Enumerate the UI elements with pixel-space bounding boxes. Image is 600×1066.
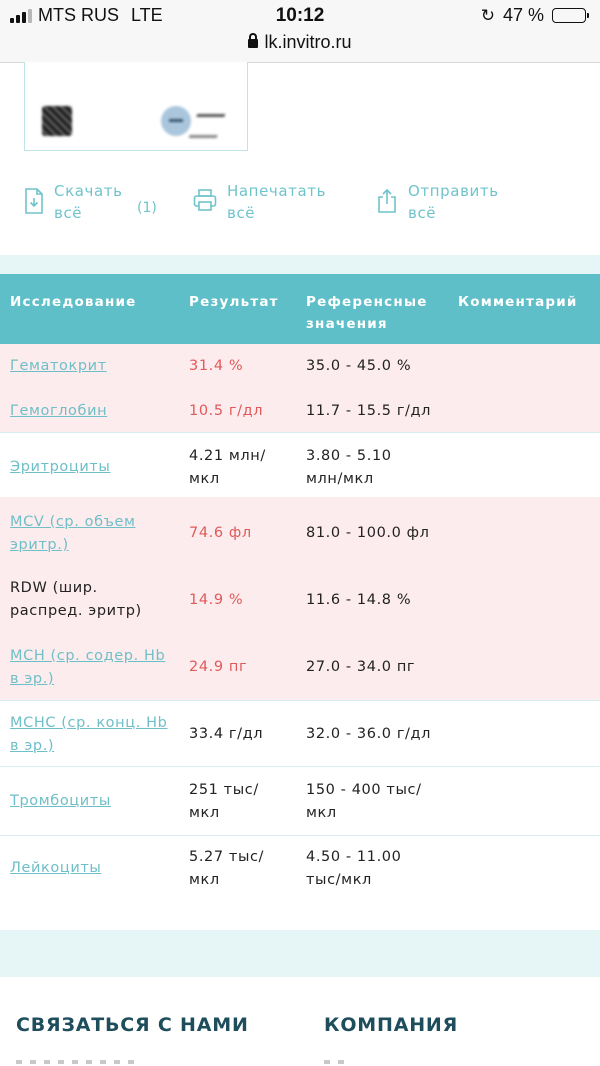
result-value: 31.4 % bbox=[189, 358, 244, 374]
download-file-icon bbox=[25, 188, 43, 214]
header-reference: Референсные значения bbox=[306, 294, 428, 332]
footer-company-heading: КОМПАНИЯ bbox=[324, 1014, 459, 1036]
study-link[interactable]: Эритроциты bbox=[10, 459, 111, 475]
download-count: (1) bbox=[137, 200, 157, 216]
network-type: LTE bbox=[131, 5, 163, 25]
reference-value: 4.50 - 11.00 тыс/мкл bbox=[306, 849, 402, 888]
print-all-button[interactable]: Напечатать всё bbox=[193, 180, 337, 224]
reference-value: 11.6 - 14.8 % bbox=[306, 592, 412, 608]
share-icon bbox=[378, 188, 396, 213]
table-row: MCH (ср. содер. Hb в эр.) 24.9 пг 27.0 -… bbox=[0, 632, 600, 701]
study-link[interactable]: MCV (ср. объем эритр.) bbox=[10, 514, 136, 553]
download-all-button[interactable]: Скачать всё bbox=[24, 180, 134, 224]
header-study: Исследование bbox=[10, 294, 137, 310]
results-table-header: Исследование Результат Референсные значе… bbox=[0, 274, 600, 344]
reference-value: 27.0 - 34.0 пг bbox=[306, 659, 416, 675]
result-value: 33.4 г/дл bbox=[189, 726, 264, 742]
study-link[interactable]: Лейкоциты bbox=[10, 860, 102, 876]
rotation-lock-icon: ↻ bbox=[480, 5, 495, 25]
section-divider bbox=[0, 255, 600, 274]
table-row: MCV (ср. объем эритр.) 74.6 фл 81.0 - 10… bbox=[0, 497, 600, 567]
table-row: Гематокрит 31.4 % 35.0 - 45.0 % bbox=[0, 344, 600, 390]
carrier-info: MTS RUS LTE bbox=[10, 5, 163, 26]
send-all-button[interactable]: Отправить всё bbox=[376, 180, 518, 224]
reference-value: 32.0 - 36.0 г/дл bbox=[306, 726, 432, 742]
qr-code-icon bbox=[42, 106, 72, 136]
reference-value: 11.7 - 15.5 г/дл bbox=[306, 403, 432, 419]
reference-value: 81.0 - 100.0 фл bbox=[306, 525, 430, 541]
download-all-label: Скачать всё bbox=[54, 182, 123, 222]
signal-icon bbox=[10, 8, 32, 23]
header-comment: Комментарий bbox=[458, 294, 578, 310]
result-actions: Скачать всё (1) Напечатать всё Отправить… bbox=[0, 180, 600, 236]
table-row: Тромбоциты 251 тыс/ мкл 150 - 400 тыс/ м… bbox=[0, 766, 600, 836]
footer-band bbox=[0, 930, 600, 977]
table-row: Эритроциты 4.21 млн/ мкл 3.80 - 5.10 млн… bbox=[0, 432, 600, 498]
footer-company-link[interactable] bbox=[324, 1060, 344, 1064]
status-right: ↻ 47 % bbox=[480, 5, 589, 26]
result-value: 24.9 пг bbox=[189, 659, 248, 675]
table-row: Лейкоциты 5.27 тыс/ мкл 4.50 - 11.00 тыс… bbox=[0, 835, 600, 903]
print-all-label: Напечатать всё bbox=[227, 182, 327, 222]
battery-percent: 47 % bbox=[502, 5, 544, 25]
reference-value: 150 - 400 тыс/ мкл bbox=[306, 782, 422, 821]
reference-value: 3.80 - 5.10 млн/мкл bbox=[306, 448, 392, 487]
study-link[interactable]: Гемоглобин bbox=[10, 403, 108, 419]
footer-contact-link[interactable] bbox=[16, 1060, 136, 1064]
url-text: lk.invitro.ru bbox=[264, 32, 352, 52]
status-bar: MTS RUS LTE 10:12 ↻ 47 % lk.invitro.ru bbox=[0, 0, 600, 63]
lock-icon bbox=[248, 33, 259, 48]
result-value: 10.5 г/дл bbox=[189, 403, 264, 419]
result-value: 74.6 фл bbox=[189, 525, 252, 541]
study-link[interactable]: MCHC (ср. конц. Hb в эр.) bbox=[10, 715, 168, 754]
reference-value: 35.0 - 45.0 % bbox=[306, 358, 412, 374]
result-value: 4.21 млн/ мкл bbox=[189, 448, 266, 487]
table-row: Гемоглобин 10.5 г/дл 11.7 - 15.5 г/дл bbox=[0, 389, 600, 433]
address-bar[interactable]: lk.invitro.ru bbox=[0, 32, 600, 53]
footer-contact-heading: СВЯЗАТЬСЯ С НАМИ bbox=[16, 1014, 249, 1036]
table-row: MCHC (ср. конц. Hb в эр.) 33.4 г/дл 32.0… bbox=[0, 700, 600, 767]
printer-icon bbox=[193, 189, 217, 211]
battery-icon bbox=[552, 8, 589, 23]
stamp-icon bbox=[161, 106, 226, 138]
document-preview[interactable] bbox=[24, 62, 248, 151]
table-row: RDW (шир. распред. эритр) 14.9 % 11.6 - … bbox=[0, 566, 600, 633]
study-link[interactable]: Тромбоциты bbox=[10, 793, 111, 809]
study-link[interactable]: MCH (ср. содер. Hb в эр.) bbox=[10, 648, 166, 687]
clock: 10:12 bbox=[275, 5, 325, 26]
study-link[interactable]: Гематокрит bbox=[10, 358, 107, 374]
carrier-name: MTS RUS bbox=[38, 5, 119, 25]
result-value: 251 тыс/ мкл bbox=[189, 782, 259, 821]
header-result: Результат bbox=[189, 294, 279, 310]
result-value: 14.9 % bbox=[189, 592, 244, 608]
send-all-label: Отправить всё bbox=[408, 182, 499, 222]
result-value: 5.27 тыс/ мкл bbox=[189, 849, 265, 888]
study-name: RDW (шир. распред. эритр) bbox=[10, 580, 142, 619]
